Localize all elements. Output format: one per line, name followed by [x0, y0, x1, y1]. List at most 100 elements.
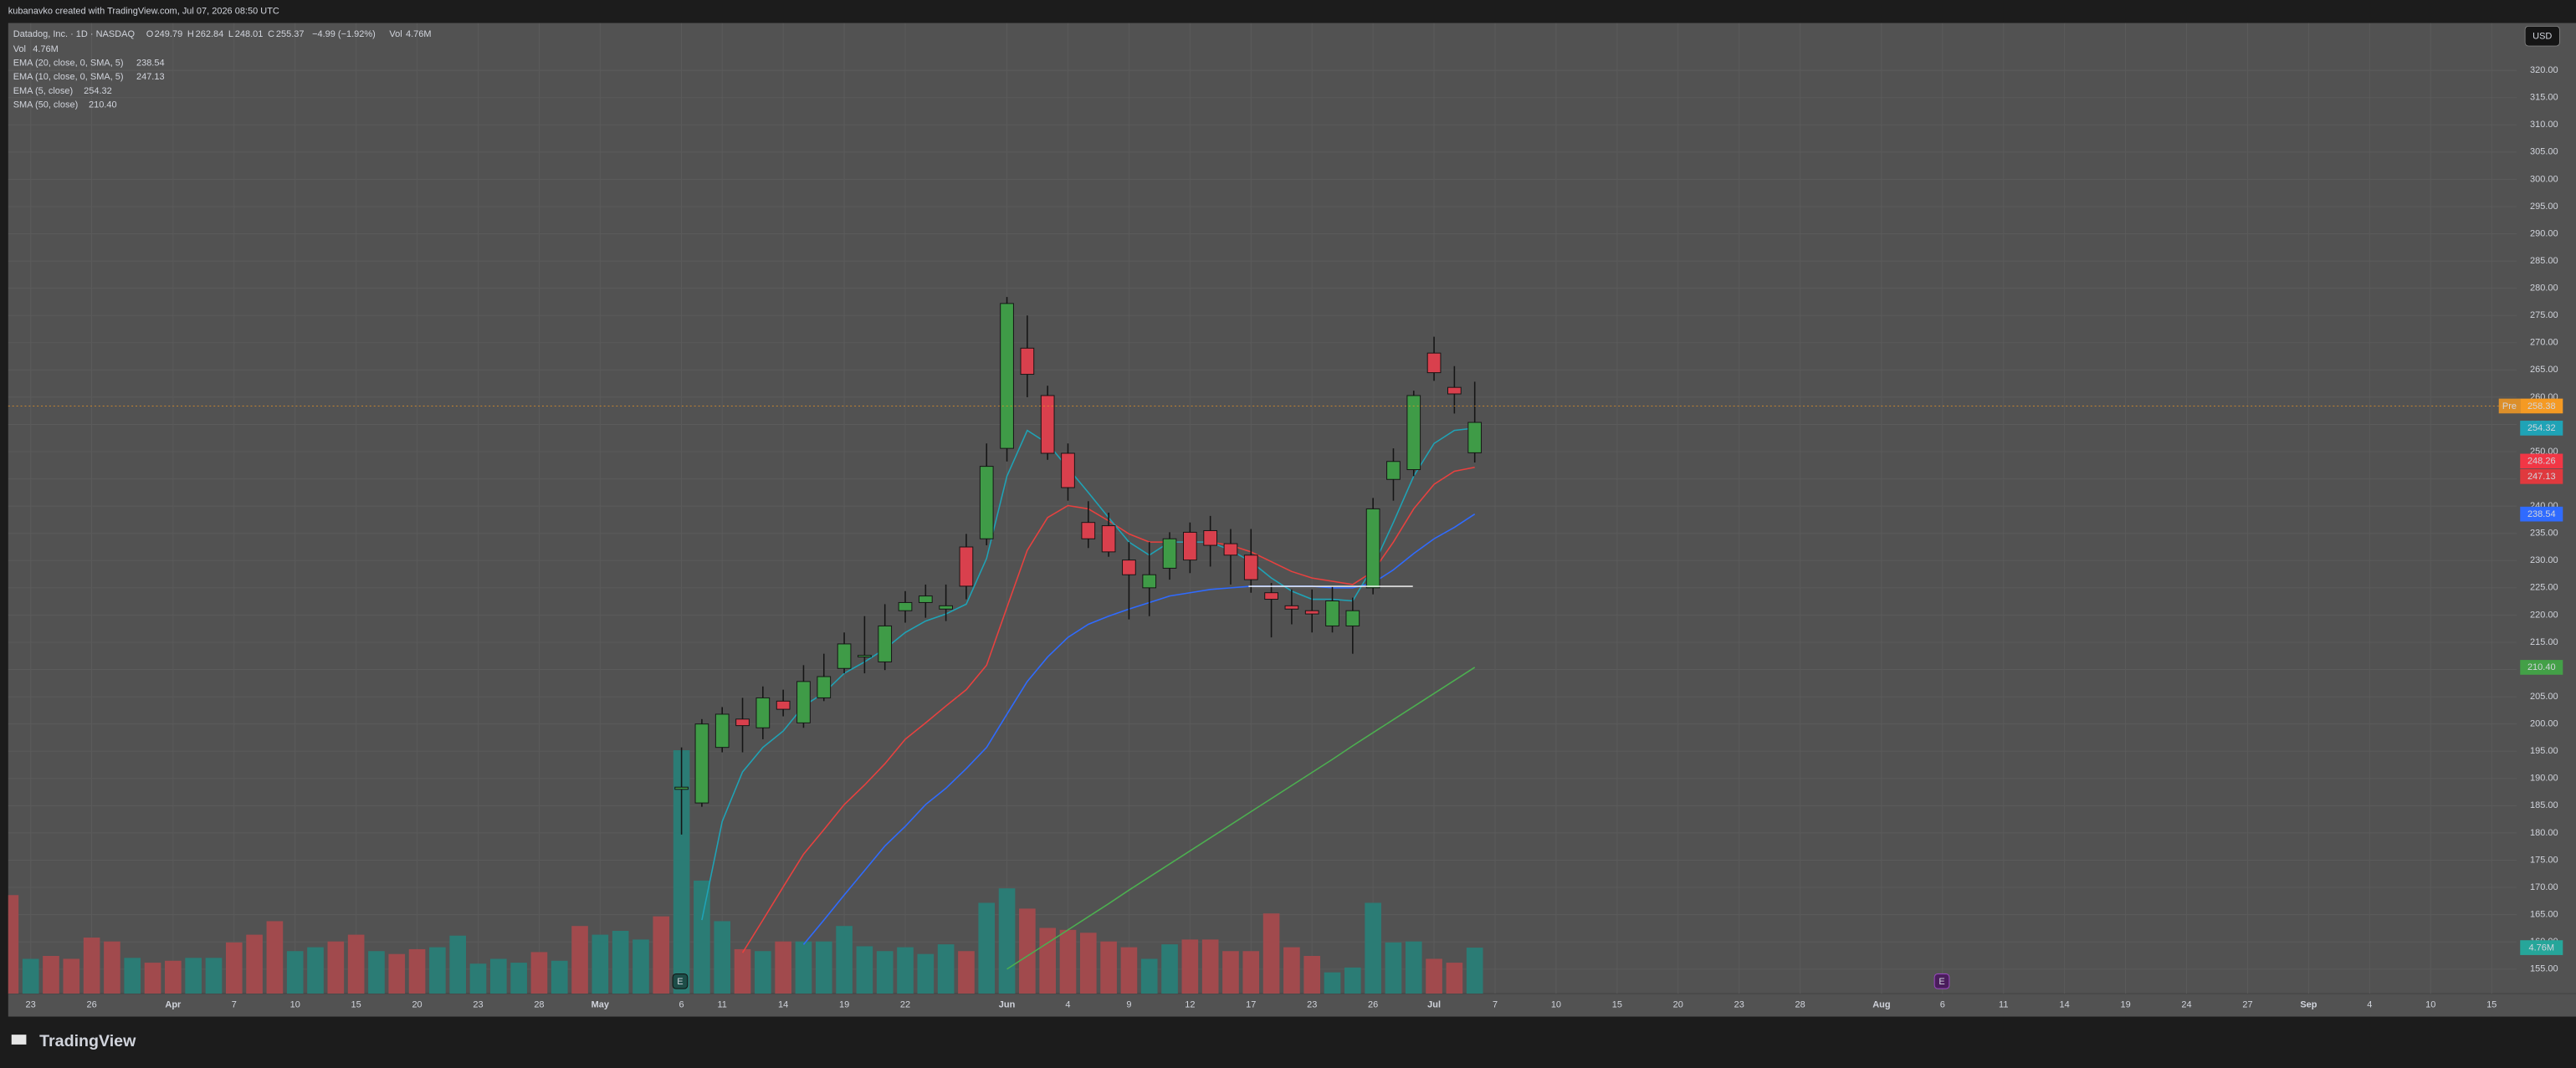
legend-value: 255.37 [276, 29, 305, 39]
x-tick-label: 23 [1307, 1000, 1317, 1010]
legend-series: EMA (10, close, 0, SMA, 5) [13, 72, 124, 82]
volume-bar [469, 963, 487, 994]
y-tick-label: 265.00 [2530, 365, 2558, 375]
x-tick-label: 4 [1065, 1000, 1070, 1010]
volume-bar [63, 958, 80, 994]
price-tag-label: 238.54 [2527, 509, 2556, 519]
volume-bar [429, 947, 446, 994]
volume-bar [1140, 958, 1158, 994]
earnings-marker-label[interactable]: E [1938, 977, 1944, 987]
candle-body [694, 723, 709, 804]
volume-bar [592, 934, 609, 994]
price-tag-prefix-label: Pre [2502, 401, 2517, 411]
volume-bar [1079, 933, 1097, 994]
volume-bar [978, 902, 996, 994]
legend-series: EMA (5, close) [13, 86, 73, 96]
price-tag-label: 248.26 [2527, 457, 2556, 467]
x-tick-label: May [592, 1000, 610, 1010]
candle-body [898, 601, 913, 611]
candle-body [1365, 508, 1380, 589]
price-tag-label: 247.13 [2527, 472, 2556, 482]
candle-body [1000, 303, 1014, 449]
legend-series: EMA (20, close, 0, SMA, 5) [13, 59, 124, 69]
volume-bar [307, 947, 324, 994]
volume-bar [1161, 944, 1178, 994]
legend-key: C [268, 29, 274, 39]
candle-body [1447, 386, 1462, 395]
volume-bar [205, 958, 223, 994]
x-tick-label: 24 [2181, 1000, 2191, 1010]
earnings-marker-box[interactable] [672, 973, 689, 989]
volume-bar [246, 934, 263, 994]
volume-bar [1385, 942, 1402, 994]
x-tick-label: 28 [1795, 1000, 1805, 1010]
y-tick-label: 275.00 [2530, 310, 2558, 320]
candle-body [1020, 347, 1035, 376]
currency-button-label[interactable]: USD [2532, 32, 2552, 42]
volume-bar [1466, 948, 1483, 994]
x-tick-label: 15 [1612, 1000, 1622, 1010]
price-tag [2520, 660, 2563, 675]
candle-body [1467, 422, 1483, 453]
candle-body [714, 713, 730, 749]
candle-body [1406, 395, 1421, 471]
x-tick-label: 15 [351, 1000, 361, 1010]
currency-button[interactable]: USD [2524, 26, 2560, 47]
earnings-marker-label[interactable]: E [677, 977, 683, 987]
volume-bar [1324, 972, 1341, 994]
candle-body [918, 595, 933, 603]
volume-bar [1059, 929, 1077, 994]
volume-bar [795, 941, 812, 994]
candle-body [1203, 529, 1218, 546]
volume-bar [347, 934, 365, 994]
volume-bar [1019, 908, 1036, 994]
volume-bar [1426, 958, 1442, 994]
candle-body [979, 466, 994, 539]
y-tick-label: 225.00 [2530, 583, 2558, 593]
candles [674, 297, 1483, 835]
x-tick-label: 14 [2060, 1000, 2070, 1010]
x-tick-label: 22 [900, 1000, 910, 1010]
y-tick-label: 175.00 [2530, 855, 2558, 865]
legend-value: 210.40 [89, 100, 117, 110]
candle-body [817, 676, 832, 698]
candle-body [858, 655, 872, 658]
x-tick-label: 9 [1126, 1000, 1131, 1010]
x-tick-label: 7 [1493, 1000, 1498, 1010]
earnings-marker[interactable]: E [672, 973, 689, 989]
candle-body [1264, 592, 1278, 600]
volume-bar [917, 953, 935, 994]
y-tick-label: 220.00 [2530, 610, 2558, 620]
volume-bar [937, 944, 955, 994]
candle-body [1081, 522, 1096, 539]
volume-bar [1283, 947, 1300, 994]
volume-bar [673, 750, 690, 994]
candle-body [1162, 538, 1177, 569]
earnings-marker-box[interactable] [1933, 973, 1950, 989]
y-tick-label: 180.00 [2530, 828, 2558, 838]
currency-button-box[interactable] [2524, 26, 2560, 47]
x-tick-label: Jun [999, 1000, 1016, 1010]
x-tick-label: 14 [778, 1000, 788, 1010]
x-tick-label: 27 [2242, 1000, 2252, 1010]
legend-series: SMA (50, close) [13, 100, 79, 110]
volume-bar [266, 921, 284, 994]
volume-bar [1181, 939, 1199, 994]
volume-bar [815, 941, 832, 994]
volume-bar [1303, 956, 1321, 994]
volume-pane [8, 750, 1483, 994]
chart-pane [8, 23, 2576, 1017]
x-tick-label: Jul [1427, 1000, 1441, 1010]
price-tags: Pre 258.38 254.32 248.26 247.13 238.54 210.40 4… [8, 398, 2563, 955]
volume-bar [897, 947, 914, 994]
volume-bar [327, 941, 345, 994]
grid [8, 23, 2517, 994]
volume-bar [124, 958, 141, 994]
earnings-marker[interactable]: E [1933, 973, 1950, 989]
y-tick-label: 300.00 [2530, 174, 2558, 184]
y-tick-label: 195.00 [2530, 746, 2558, 756]
x-tick-label: 10 [290, 1000, 300, 1010]
candle-body [796, 681, 811, 723]
legend-value: 248.01 [235, 29, 264, 39]
